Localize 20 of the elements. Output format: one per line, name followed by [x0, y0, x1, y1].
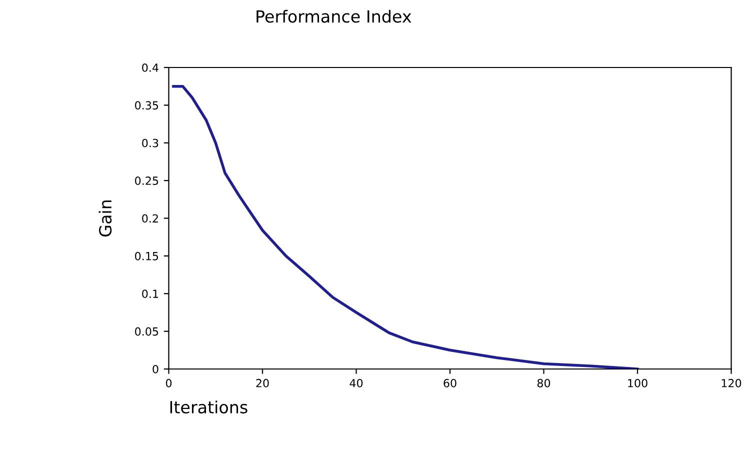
y-tick-label: 0.35: [135, 101, 158, 110]
y-tick-label: 0.4: [142, 63, 158, 72]
x-tick-label: 0: [166, 378, 172, 388]
y-tick-label: 0: [152, 364, 158, 374]
y-tick-label: 0.15: [135, 252, 158, 260]
y-tick-label: 0.1: [142, 290, 158, 298]
x-tick-label: 20: [256, 378, 269, 388]
y-tick-label: 0.05: [135, 327, 158, 336]
y-tick-label: 0.2: [142, 214, 158, 223]
x-tick-label: 100: [628, 378, 648, 388]
x-tick-label: 60: [444, 378, 456, 388]
chart-title: Performance Index: [256, 10, 412, 23]
y-tick-label: 0.25: [135, 176, 158, 185]
x-tick-label: 40: [350, 378, 363, 388]
y-axis-title: Gain: [98, 200, 112, 236]
x-axis-title: Iterations: [170, 400, 248, 414]
x-tick-label: 80: [537, 378, 550, 388]
x-tick-label: 120: [722, 378, 742, 388]
line-series: [172, 84, 639, 369]
y-tick-label: 0.3: [142, 138, 158, 148]
